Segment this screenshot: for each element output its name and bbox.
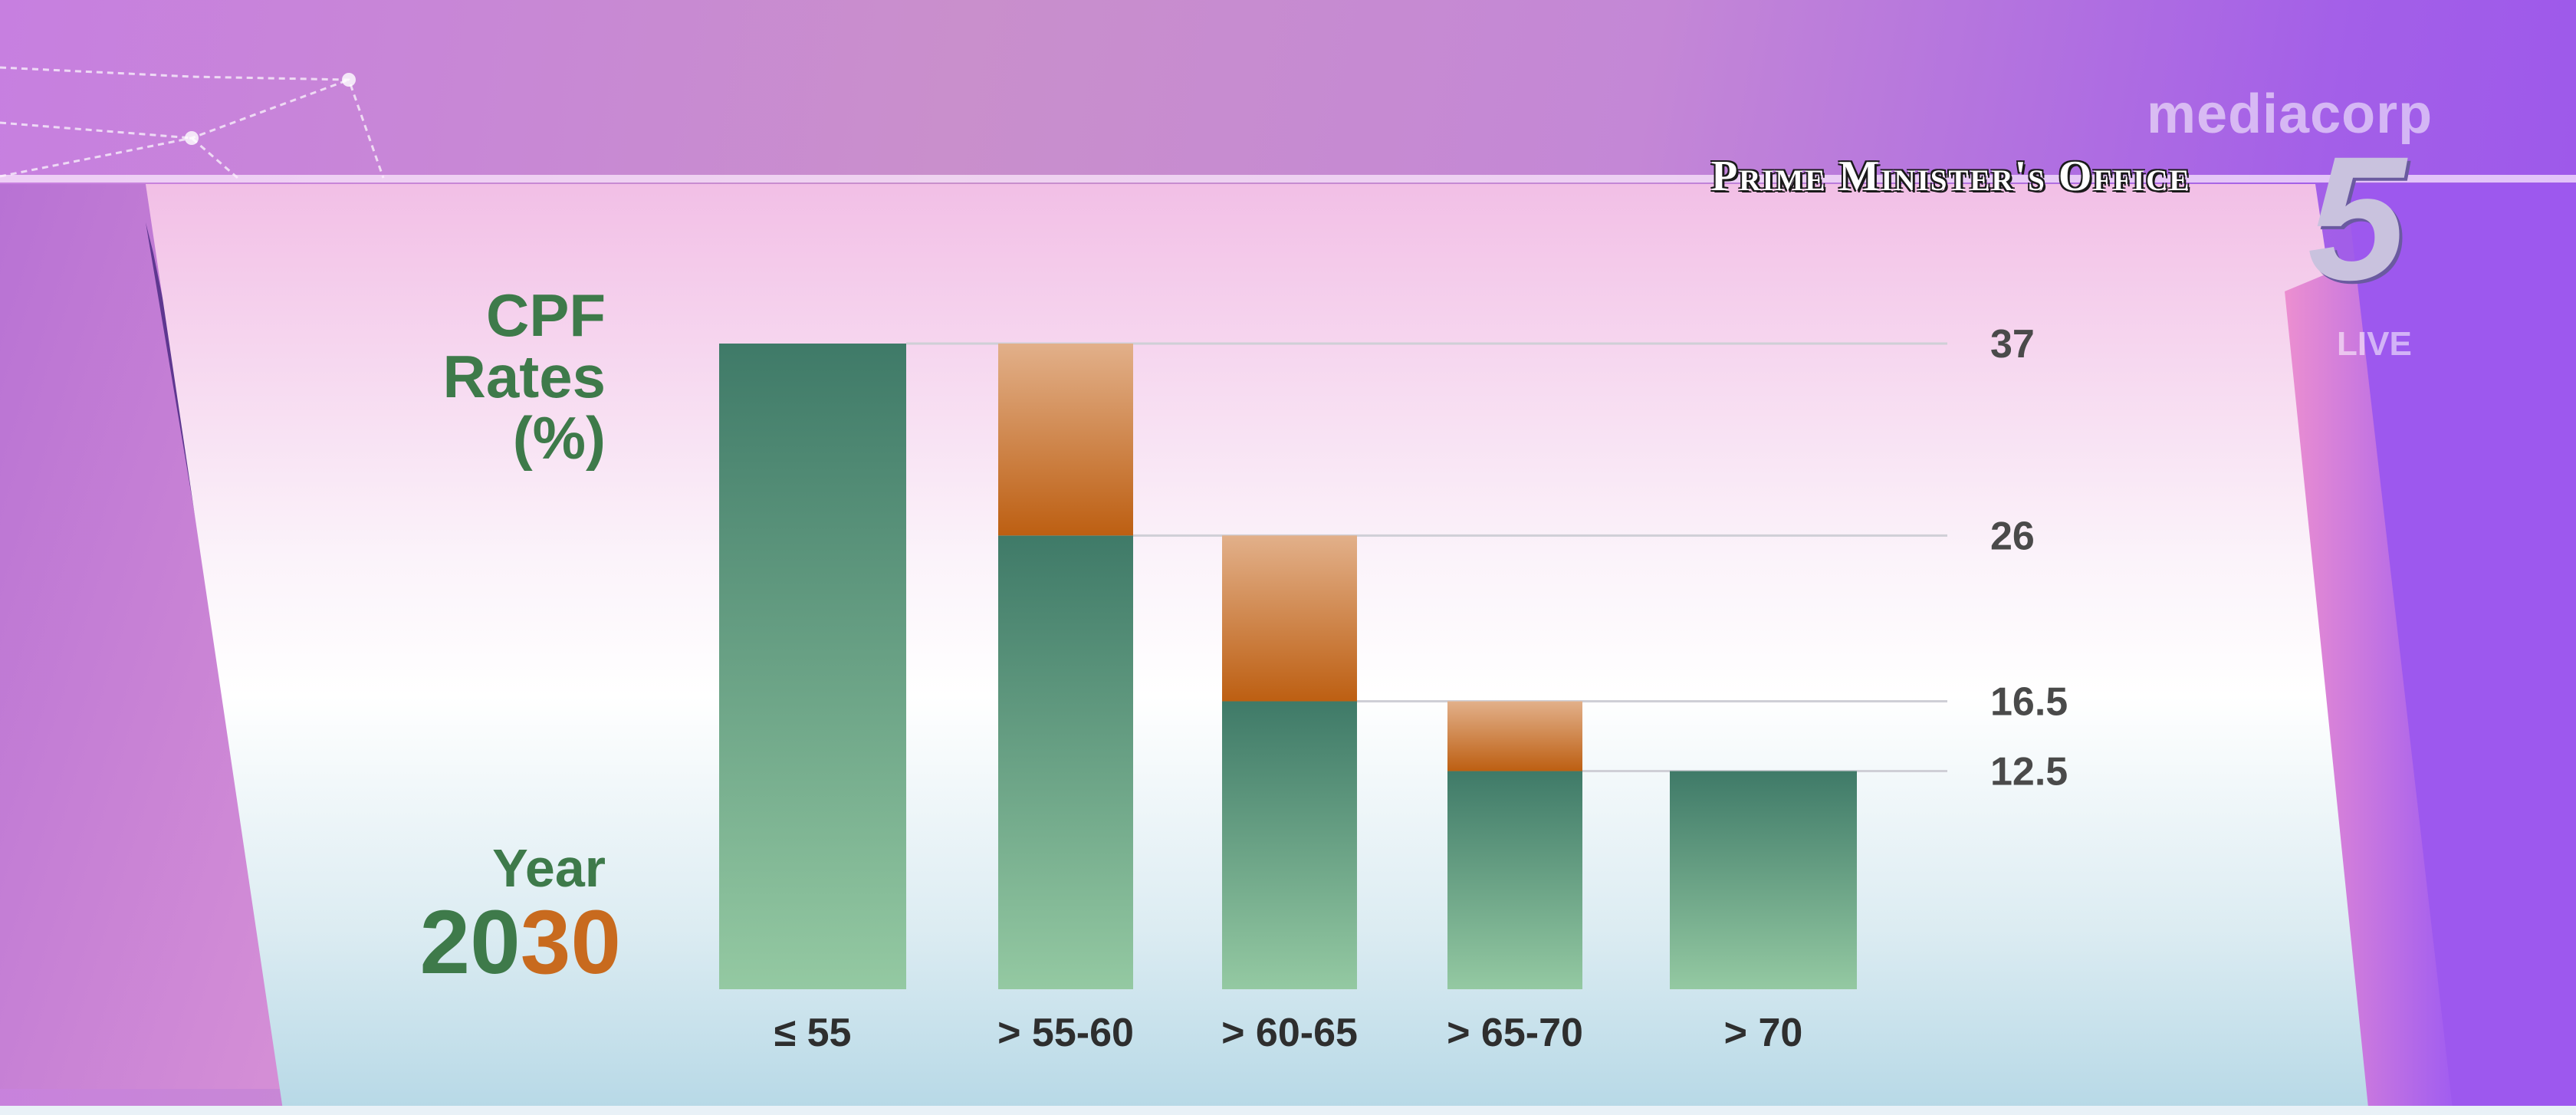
- y-tick-label: 37: [1990, 322, 2035, 367]
- bar-increase: [998, 344, 1133, 536]
- bar-base: [1222, 701, 1357, 989]
- category-label: ≤ 55: [774, 1011, 852, 1055]
- chart-heading-line3: (%): [512, 404, 606, 472]
- category-label: > 55-60: [997, 1011, 1134, 1055]
- chart-heading-line1: CPF: [486, 281, 606, 349]
- bar-base: [1670, 771, 1857, 989]
- category-label: > 70: [1724, 1011, 1803, 1055]
- y-tick-label: 12.5: [1990, 750, 2068, 794]
- bar-base: [719, 344, 906, 989]
- bar-base: [998, 535, 1133, 989]
- year-prefix: 20: [419, 892, 521, 993]
- bar-increase: [1222, 535, 1357, 702]
- pmo-caption: Prime Minister's Office: [1711, 153, 2191, 200]
- chart-heading-line2: Rates: [442, 343, 606, 410]
- year-suffix: 30: [520, 892, 621, 993]
- bar-base: [1447, 771, 1582, 989]
- category-label: > 65-70: [1447, 1011, 1583, 1055]
- bar-increase: [1447, 701, 1582, 771]
- channel-5-logo: 5: [2308, 120, 2406, 317]
- live-indicator: LIVE: [2337, 325, 2412, 363]
- category-label: > 60-65: [1221, 1011, 1358, 1055]
- y-tick-label: 16.5: [1990, 680, 2068, 725]
- y-tick-label: 26: [1990, 514, 2035, 558]
- mediacorp-logo: mediacorp: [2147, 84, 2433, 145]
- year-label: Year: [492, 838, 606, 898]
- year-value: 2030: [353, 897, 621, 988]
